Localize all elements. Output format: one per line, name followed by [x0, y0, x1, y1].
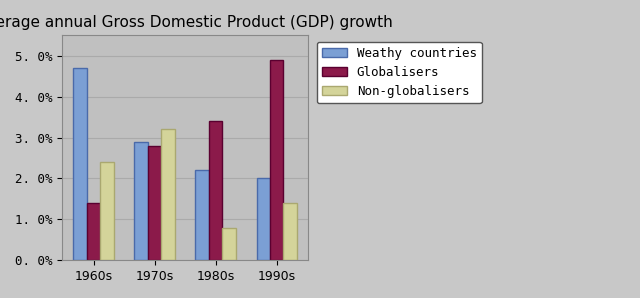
Bar — [100, 162, 114, 260]
Bar — [270, 60, 284, 260]
Legend: Weathy countries, Globalisers, Non-globalisers: Weathy countries, Globalisers, Non-globa… — [317, 42, 482, 103]
Bar — [209, 121, 222, 260]
Bar — [161, 129, 175, 260]
Bar — [148, 146, 161, 260]
Bar — [195, 170, 209, 260]
Bar — [87, 203, 100, 260]
Title: Average annual Gross Domestic Product (GDP) growth: Average annual Gross Domestic Product (G… — [0, 15, 393, 30]
Bar — [222, 228, 236, 260]
Bar — [284, 203, 297, 260]
Bar — [257, 179, 270, 260]
Bar — [74, 68, 87, 260]
Bar — [134, 142, 148, 260]
